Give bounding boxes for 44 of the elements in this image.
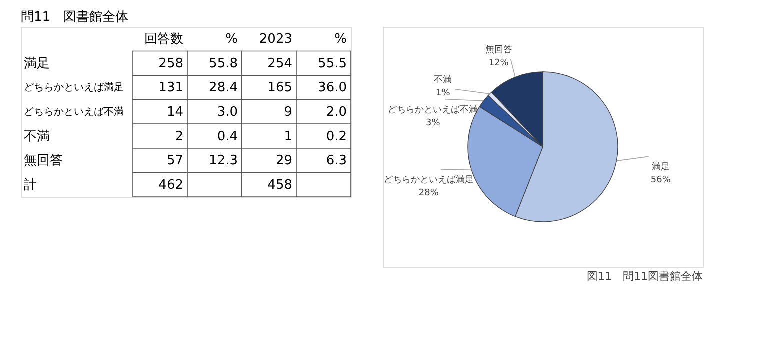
x-tick-label: 回答数 [144, 32, 184, 48]
x-tick-label: 2023 [259, 32, 292, 48]
data-label: 3% [426, 118, 441, 128]
y-tick-label: どちらかといえば満足 [24, 82, 124, 94]
y-tick-label: どちらかといえば不満 [24, 106, 124, 118]
data-label: 0.4 [217, 129, 238, 144]
y-tick-label: 無回答 [24, 154, 63, 169]
chart-title: 問11 図書館全体 [21, 10, 129, 25]
data-label: 6.3 [326, 154, 347, 169]
data-label: 55.5 [318, 56, 347, 72]
data-label: 1 [284, 129, 292, 144]
x-tick-label: % [226, 32, 238, 48]
y-tick-label: 計 [24, 178, 37, 193]
data-label: 57 [166, 154, 184, 169]
slice-label: 満足 [652, 162, 670, 173]
y-tick-label: 満足 [24, 56, 50, 72]
data-label: 254 [268, 56, 292, 72]
slice-label: どちらかといえば満足 [384, 174, 474, 186]
slice-label: 不満 [434, 74, 452, 86]
data-label: 29 [276, 154, 292, 169]
data-label: 14 [166, 105, 184, 120]
data-label: 55.8 [209, 56, 238, 72]
slice-label: 無回答 [485, 44, 512, 56]
data-label: 2 [175, 129, 184, 144]
data-label: 36.0 [318, 80, 347, 96]
x-tick-label: % [334, 32, 347, 48]
text: 図11 問11図書館全体 [587, 270, 703, 283]
data-label: 258 [158, 56, 184, 72]
data-label: 28.4 [209, 80, 238, 96]
data-label: 131 [158, 80, 184, 96]
data-label: 165 [268, 80, 292, 96]
data-label: 3.0 [217, 105, 238, 120]
data-label: 458 [268, 178, 292, 193]
data-label: 0.2 [326, 129, 347, 144]
slice-label: どちらかといえば不満 [388, 104, 478, 116]
data-label: 12% [488, 58, 510, 68]
data-label: 2.0 [326, 105, 347, 120]
data-label: 28% [418, 188, 440, 198]
data-label: 9 [284, 105, 292, 120]
data-label: 462 [158, 178, 184, 193]
data-label: 1% [436, 88, 451, 98]
data-label: 56% [650, 176, 672, 186]
data-label: 12.3 [209, 154, 238, 169]
y-tick-label: 不満 [24, 129, 50, 144]
